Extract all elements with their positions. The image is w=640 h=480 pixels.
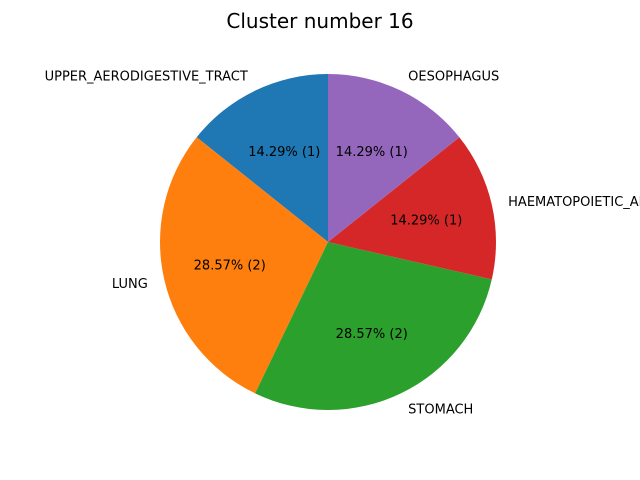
slice-percent-label: 14.29% (1) xyxy=(248,145,320,160)
chart-title: Cluster number 16 xyxy=(226,9,413,33)
pie-slice-haematopoietic_and_lymphoid_tissue xyxy=(328,137,496,280)
slice-percent-label: 14.29% (1) xyxy=(336,145,408,160)
pie-slice-oesophagus xyxy=(328,74,460,242)
pie-slice-stomach xyxy=(255,242,492,410)
slice-category-label: HAEMATOPOIETIC_AND_LYMPHOID_TISSUE xyxy=(508,195,640,210)
slice-percent-label: 28.57% (2) xyxy=(194,258,266,273)
slice-percent-label: 28.57% (2) xyxy=(336,327,408,342)
pie-slice-upper_aerodigestive_tract xyxy=(196,74,328,242)
slice-category-label: LUNG xyxy=(112,277,148,292)
slice-category-label: STOMACH xyxy=(408,402,473,417)
slice-percent-label: 14.29% (1) xyxy=(390,214,462,229)
slice-category-label: OESOPHAGUS xyxy=(408,70,499,85)
pie-slice-lung xyxy=(160,137,328,394)
slice-category-label: UPPER_AERODIGESTIVE_TRACT xyxy=(45,70,248,85)
